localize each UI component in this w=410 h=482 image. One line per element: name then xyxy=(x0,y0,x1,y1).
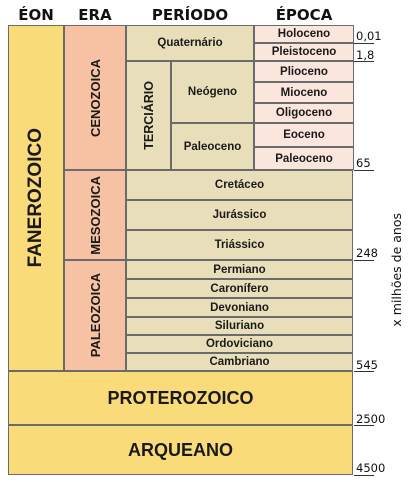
age-label-545: 545 xyxy=(356,358,378,372)
header-periodo: PERÍODO xyxy=(151,6,229,24)
age-label-18: 1,8 xyxy=(356,48,375,62)
eon-arqueano: ARQUEANO xyxy=(8,425,353,475)
period-paleoceno: Paleoceno xyxy=(171,123,254,170)
period-siluriano: Siluriano xyxy=(126,317,353,335)
period-jurassico: Jurássico xyxy=(126,200,353,230)
epoch-pleistoceno: Pleistoceno xyxy=(254,43,354,61)
age-label-65: 65 xyxy=(356,156,371,170)
era-paleozoica: PALEOZOICA xyxy=(64,260,126,371)
period-terciario-label: TERCIÁRIO xyxy=(141,81,156,150)
period-caronifero: Caronífero xyxy=(126,279,353,298)
tick-line-18 xyxy=(354,61,374,62)
axis-label: x milhões de anos xyxy=(388,213,404,327)
header-era: ERA xyxy=(78,6,112,24)
epoch-oligoceno: Oligoceno xyxy=(254,103,354,123)
period-cambriano: Cambriano xyxy=(126,353,353,371)
era-cenozoica: CENOZOICA xyxy=(64,25,126,170)
epoch-plioceno: Plioceno xyxy=(254,61,354,82)
header-eon: ÉON xyxy=(18,6,54,24)
tick-line-65 xyxy=(354,170,374,171)
axis-label-wrapper: x milhões de anos xyxy=(386,200,406,340)
header-epoca: ÉPOCA xyxy=(275,6,333,24)
era-mesozoica-label: MESOZOICA xyxy=(87,175,103,255)
eon-proterozoico: PROTEROZOICO xyxy=(8,371,353,425)
eon-fanerozoico-label: FANEROZOICO xyxy=(25,128,46,268)
period-permiano: Permiano xyxy=(126,260,353,279)
tick-line-001 xyxy=(354,43,374,44)
era-paleozoica-label: PALEOZOICA xyxy=(87,273,103,358)
tick-line-2500 xyxy=(354,425,374,426)
era-mesozoica: MESOZOICA xyxy=(64,170,126,260)
tick-line-248 xyxy=(354,260,374,261)
period-ordoviciano: Ordoviciano xyxy=(126,335,353,353)
epoch-mioceno: Mioceno xyxy=(254,82,354,103)
epoch-eoceno: Eoceno xyxy=(254,123,354,147)
tick-line-545 xyxy=(354,371,374,372)
period-devoniano: Devoniano xyxy=(126,298,353,317)
period-quaternario: Quaternário xyxy=(126,25,254,61)
age-label-248: 248 xyxy=(356,246,378,260)
period-terciario: TERCIÁRIO xyxy=(126,61,171,170)
period-triassico: Triássico xyxy=(126,230,353,260)
period-cretaceo: Cretáceo xyxy=(126,170,353,200)
age-label-2500: 2500 xyxy=(356,412,386,426)
tick-line-4500 xyxy=(354,475,374,476)
period-neogeno: Neógeno xyxy=(171,61,254,123)
eon-fanerozoico: FANEROZOICO xyxy=(8,25,64,371)
epoch-holoceno: Holoceno xyxy=(254,25,354,43)
age-label-001: 0,01 xyxy=(356,29,382,43)
age-label-4500: 4500 xyxy=(356,461,386,475)
era-cenozoica-label: CENOZOICA xyxy=(87,58,103,137)
epoch-paleoceno: Paleoceno xyxy=(254,147,354,170)
